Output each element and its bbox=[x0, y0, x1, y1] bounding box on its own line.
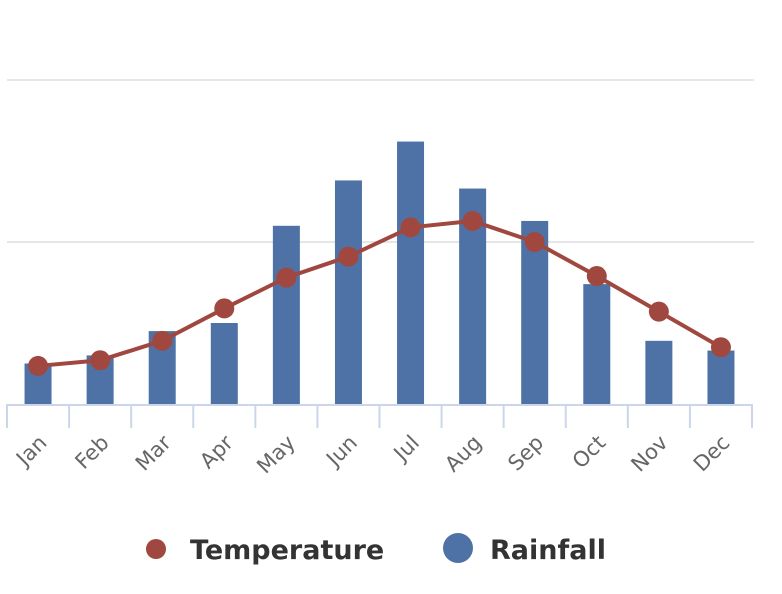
legend-rainfall-marker bbox=[443, 533, 473, 563]
x-tick-label: Jan bbox=[10, 431, 51, 472]
temperature-point-may bbox=[276, 267, 297, 288]
x-tick-label: Feb bbox=[70, 431, 113, 474]
bar-nov bbox=[645, 340, 673, 404]
x-tick-label: Jul bbox=[388, 431, 424, 467]
bar-dec bbox=[707, 350, 735, 404]
x-tick-label: Jun bbox=[320, 431, 362, 473]
legend-temperature-label[interactable]: Temperature bbox=[190, 535, 384, 566]
x-tick-label: Dec bbox=[689, 431, 735, 477]
x-tick-label: Aug bbox=[440, 431, 486, 477]
x-tick-label: May bbox=[252, 431, 300, 479]
x-tick-label: Mar bbox=[131, 430, 176, 475]
legend-rainfall-label[interactable]: Rainfall bbox=[490, 535, 606, 566]
temperature-point-dec bbox=[710, 337, 731, 358]
temperature-point-oct bbox=[586, 266, 607, 287]
x-tick-label: Nov bbox=[626, 431, 672, 477]
legend-temperature-marker bbox=[146, 539, 166, 559]
x-tick-label: Apr bbox=[195, 430, 238, 473]
x-tick-label: Sep bbox=[503, 431, 548, 476]
temperature-point-jun bbox=[338, 246, 359, 267]
temperature-point-feb bbox=[90, 350, 111, 371]
temperature-point-jan bbox=[28, 355, 49, 376]
temperature-point-sep bbox=[524, 232, 545, 252]
temperature-point-apr bbox=[214, 298, 235, 319]
bar-jun bbox=[334, 180, 362, 404]
bar-may bbox=[272, 225, 300, 404]
temperature-point-nov bbox=[648, 301, 669, 322]
temperature-point-mar bbox=[152, 330, 173, 351]
bar-apr bbox=[210, 323, 238, 404]
bar-jul bbox=[397, 141, 425, 404]
temperature-point-aug bbox=[462, 210, 483, 231]
temperature-line bbox=[37, 218, 722, 368]
bar-oct bbox=[583, 284, 611, 404]
x-tick-label: Oct bbox=[568, 431, 611, 474]
temperature-point-jul bbox=[400, 217, 421, 238]
